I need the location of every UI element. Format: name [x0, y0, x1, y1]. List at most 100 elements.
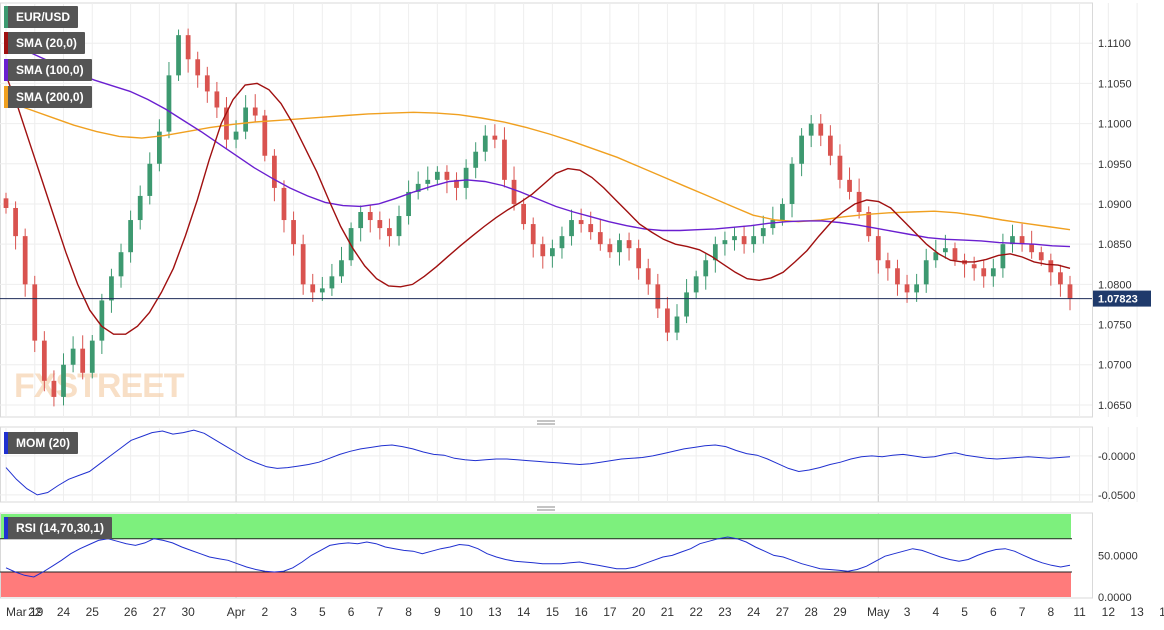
- candle-body: [818, 123, 824, 136]
- candle-body: [808, 123, 814, 136]
- legend-sma-100-label: SMA (100,0): [16, 63, 84, 77]
- candle-body: [875, 236, 881, 261]
- candle-body: [1048, 260, 1054, 273]
- x-tick-label: 10: [459, 605, 473, 619]
- candle-body: [1067, 284, 1073, 299]
- candle-body: [358, 212, 364, 229]
- x-tick-label: 20: [632, 605, 646, 619]
- x-tick-label: 21: [661, 605, 675, 619]
- legend-mom[interactable]: MOM (20): [4, 432, 78, 454]
- candle-body: [712, 244, 718, 261]
- candle-body: [770, 220, 776, 229]
- candle-body: [550, 248, 555, 257]
- candle-body: [636, 248, 642, 269]
- x-tick-label: 24: [57, 605, 71, 619]
- candle-body: [128, 220, 133, 253]
- candle-body: [425, 179, 431, 184]
- candle-body: [406, 191, 411, 217]
- x-tick-label: 9: [434, 605, 441, 619]
- candle-body: [329, 276, 335, 289]
- rsi-oversold-zone: [1, 572, 1071, 597]
- legend-eurusd-label: EUR/USD: [16, 10, 71, 24]
- x-tick-label: 5: [961, 605, 968, 619]
- price-tick-label: 1.1050: [1098, 78, 1132, 90]
- legend-sma-200-label: SMA (200,0): [16, 90, 84, 104]
- candle-body: [751, 236, 757, 245]
- candle-body: [933, 252, 939, 261]
- last-price-label: 1.07823: [1098, 294, 1138, 306]
- candle-body: [195, 59, 201, 76]
- rsi-overbought-zone: [1, 514, 1071, 539]
- x-tick-label: 29: [833, 605, 847, 619]
- candle-body: [923, 260, 929, 285]
- candle-body: [272, 155, 277, 188]
- legend-sma-200[interactable]: SMA (200,0): [4, 86, 92, 108]
- candle-body: [1010, 236, 1015, 245]
- candle-body: [454, 179, 459, 188]
- candle-body: [233, 131, 239, 140]
- x-tick-label: 3: [904, 605, 911, 619]
- candle-body: [310, 284, 316, 293]
- momentum-panel: [0, 426, 1093, 503]
- legend-mom-label: MOM (20): [16, 436, 70, 450]
- x-tick-label: Mar 19: [6, 605, 44, 619]
- legend-mom-swatch: [4, 432, 8, 454]
- price-tick-label: 1.1000: [1098, 119, 1132, 131]
- rsi-tick-label: 0.0000: [1098, 592, 1132, 604]
- candle-body: [214, 91, 220, 108]
- x-tick-label: 11: [1073, 605, 1086, 619]
- candle-body: [741, 236, 747, 245]
- candle-body: [32, 284, 38, 341]
- legend-rsi-swatch: [4, 517, 8, 539]
- legend-sma-100[interactable]: SMA (100,0): [4, 59, 92, 81]
- panel-splitter-1: [537, 420, 555, 425]
- candle-body: [837, 155, 843, 180]
- legend-rsi[interactable]: RSI (14,70,30,1): [4, 517, 113, 539]
- candle-body: [971, 264, 977, 269]
- candle-body: [607, 244, 613, 253]
- legend-sma-20[interactable]: SMA (20,0): [4, 32, 85, 54]
- sma-20-line: [5, 75, 1071, 335]
- candle-body: [559, 236, 565, 249]
- x-tick-label: 22: [689, 605, 703, 619]
- price-tick-label: 1.0650: [1098, 400, 1132, 412]
- candle-body: [473, 151, 479, 168]
- candle-body: [827, 135, 833, 156]
- x-tick-label: 6: [348, 605, 355, 619]
- price-tick-label: 1.0750: [1098, 320, 1132, 332]
- x-tick-label: 30: [181, 605, 195, 619]
- candle-body: [569, 220, 574, 237]
- x-tick-label: 17: [603, 605, 617, 619]
- candle-body: [492, 135, 498, 140]
- candle-body: [166, 75, 172, 132]
- candle-body: [387, 228, 392, 237]
- candle-body: [885, 260, 891, 269]
- candle-body: [904, 284, 910, 293]
- candle-body: [262, 115, 268, 156]
- x-tick-label: 23: [718, 605, 732, 619]
- x-tick-label: 13: [1130, 605, 1144, 619]
- candle-body: [597, 232, 603, 245]
- x-tick-label: 14: [517, 605, 531, 619]
- candle-body: [463, 167, 469, 188]
- legend-sma-20-swatch: [4, 32, 8, 54]
- price-tick-label: 1.0950: [1098, 159, 1132, 171]
- x-tick-label: 26: [124, 605, 138, 619]
- legend-eurusd[interactable]: EUR/USD: [4, 6, 79, 28]
- x-tick-label: 2: [261, 605, 268, 619]
- x-tick-label: 22: [28, 605, 42, 619]
- x-tick-label: 25: [86, 605, 100, 619]
- legend-sma-200-swatch: [4, 86, 8, 108]
- candle-body: [990, 268, 996, 277]
- candle-body: [204, 75, 210, 92]
- candle-body: [866, 212, 872, 237]
- candle-body: [41, 340, 47, 381]
- candle-body: [502, 139, 507, 180]
- candle-body: [1058, 272, 1063, 285]
- momentum-line: [5, 429, 1071, 496]
- candle-body: [665, 308, 670, 333]
- x-tick-label: 12: [1102, 605, 1116, 619]
- x-tick-label: 8: [405, 605, 412, 619]
